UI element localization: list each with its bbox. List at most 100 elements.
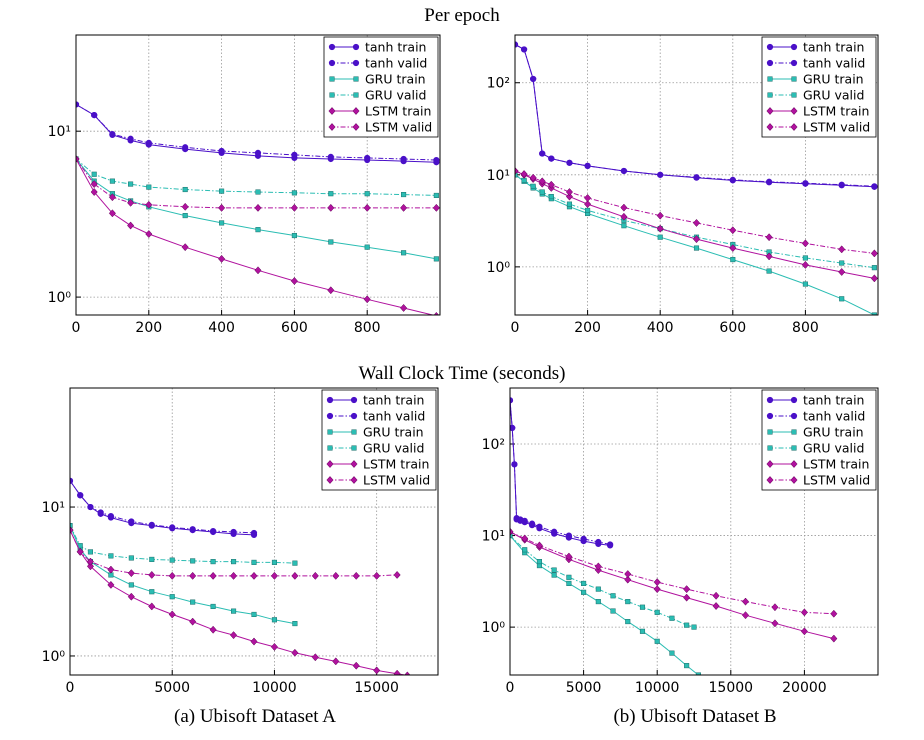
marker [255,189,261,195]
legend-label: GRU train [365,72,426,87]
marker [566,574,572,580]
marker [270,571,278,580]
marker [290,203,298,212]
legend-box [323,36,439,138]
marker [530,75,537,83]
marker [624,570,632,579]
marker [270,642,278,651]
marker [373,666,381,675]
marker [657,234,663,240]
marker [182,186,188,193]
marker [292,621,298,627]
x-tick-label: 0 [506,680,515,696]
legend-label: GRU train [803,72,864,87]
marker [107,512,114,520]
marker [838,245,846,254]
x-tick-label: 400 [208,320,235,336]
marker [332,571,340,580]
marker [522,547,528,553]
legend-label: LSTM train [803,104,869,119]
marker [595,586,601,592]
marker [766,59,774,67]
marker [128,518,135,525]
marker [291,232,297,239]
marker [364,154,371,162]
y-tick-label: 10¹ [487,168,510,184]
marker [107,580,115,589]
marker [109,178,115,184]
marker [521,517,528,524]
legend-label: LSTM valid [803,120,870,135]
marker [791,429,797,435]
marker [254,266,262,275]
marker [271,617,277,623]
marker [86,562,94,571]
marker [393,570,401,579]
marker [76,547,84,556]
marker [87,549,93,555]
marker [692,218,701,227]
caption: (b) Ubisoft Dataset B [613,706,776,727]
legend-label: tanh train [803,393,864,408]
marker [364,244,370,250]
axes-frame [509,387,879,676]
marker [291,648,299,657]
marker [145,200,153,209]
marker [181,202,189,211]
marker [209,625,217,634]
marker [683,593,691,602]
marker [254,203,262,212]
marker [328,191,334,197]
marker [515,167,519,175]
marker [148,602,156,611]
marker [230,571,238,580]
marker [712,602,720,611]
marker [536,523,543,530]
marker [108,209,116,218]
marker [329,76,335,82]
x-tick-label: 15000 [354,680,399,696]
marker [766,178,773,185]
marker [363,203,371,212]
marker [790,107,798,115]
marker [328,59,336,67]
marker [729,244,737,253]
marker [168,610,176,619]
marker [551,528,558,535]
marker [91,112,98,119]
marker [620,167,628,175]
axes-frame [514,34,879,316]
x-tick-label: 400 [647,320,674,336]
legend-label: GRU valid [803,88,864,103]
marker [625,619,631,625]
marker [801,260,809,269]
marker [70,526,74,535]
legend-label: LSTM train [803,457,869,472]
marker [692,235,701,244]
marker [145,139,152,147]
marker [730,257,736,263]
marker [790,476,798,484]
marker [521,534,529,543]
series-line [70,480,255,534]
marker [148,521,155,528]
y-tick-label: 10¹ [482,529,505,545]
marker [551,572,557,578]
marker [328,43,336,51]
marker [326,460,334,468]
marker [271,559,277,565]
legend-label: tanh train [803,40,864,55]
marker [350,460,358,468]
y-tick-label: 10⁰ [487,260,511,276]
marker [169,524,176,531]
marker [373,571,381,580]
marker [351,429,357,435]
marker [580,535,587,542]
heading: Per epoch [424,5,500,26]
marker [625,599,631,605]
marker [871,183,878,190]
plot-layer [510,397,838,675]
x-tick-label: 200 [135,320,162,336]
marker [791,76,797,82]
